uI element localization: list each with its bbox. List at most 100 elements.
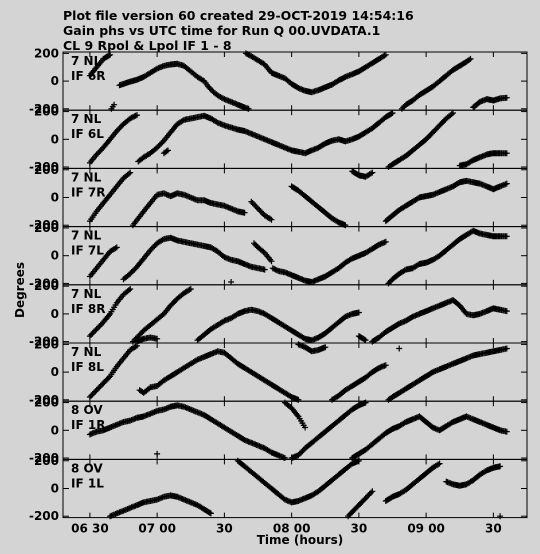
data-point [361, 336, 368, 343]
y-tick-label: 200 [34, 279, 59, 293]
panel-label-antenna: 7 NL [71, 287, 102, 301]
data-point [164, 147, 171, 154]
data-point [433, 125, 440, 132]
data-point [112, 245, 119, 252]
data-point [96, 384, 103, 391]
data-point [467, 55, 474, 62]
data-point [369, 488, 376, 495]
y-tick-label: 200 [34, 221, 59, 235]
y-tick-label: -200 [29, 393, 59, 407]
data-point [503, 233, 510, 240]
data-point [497, 463, 504, 470]
y-tick-label: 200 [34, 105, 59, 119]
data-point [125, 170, 132, 177]
data-point [125, 287, 132, 294]
data-point [281, 455, 288, 461]
y-tick-label: 0 [51, 191, 59, 205]
panel-label-if: IF 7L [71, 244, 104, 258]
data-point [355, 457, 362, 464]
data-point [187, 286, 194, 292]
y-axis-label: Degrees [13, 262, 27, 318]
data-point [228, 279, 235, 285]
y-tick-label: -200 [29, 160, 59, 174]
data-point [368, 170, 374, 177]
y-tick-label: 200 [34, 454, 59, 468]
y-tick-label: -200 [29, 509, 59, 523]
y-tick-label: 0 [51, 307, 59, 321]
panel-label-antenna: 7 NL [71, 345, 102, 359]
x-tick-label: 08 00 [273, 522, 311, 536]
header-line-3: CL 9 Rpol & Lpol IF 1 - 8 [63, 38, 232, 53]
data-point [355, 309, 362, 316]
data-point [503, 180, 510, 187]
data-point [382, 51, 389, 58]
data-point [369, 169, 376, 176]
plot-header: Plot file version 60 created 29-OCT-2019… [63, 8, 414, 53]
data-point [261, 266, 268, 273]
data-point [131, 113, 138, 120]
panel-label-antenna: 7 NL [71, 229, 102, 243]
panel-frame [62, 342, 528, 402]
x-tick-label: 30 [216, 522, 233, 536]
data-point [346, 511, 353, 518]
data-point [260, 248, 267, 255]
y-tick-label: -200 [29, 102, 59, 116]
data-point [448, 111, 455, 118]
data-point [113, 244, 120, 251]
panel-label-antenna: 7 NL [71, 170, 102, 184]
data-point [107, 51, 114, 58]
data-point [154, 335, 161, 342]
data-point [206, 509, 213, 516]
header-line-1: Plot file version 60 created 29-OCT-2019… [63, 8, 414, 23]
x-tick-label: 30 [351, 522, 368, 536]
data-point [106, 374, 112, 381]
data-point [88, 392, 95, 399]
data-point [116, 125, 123, 132]
data-point [127, 169, 134, 176]
y-tick-label: 0 [51, 249, 59, 263]
data-point [362, 399, 369, 406]
y-tick-label: 0 [51, 74, 59, 88]
data-point [503, 94, 510, 101]
x-tick-label: 30 [485, 522, 502, 536]
data-point [257, 208, 264, 215]
y-tick-label: -200 [29, 218, 59, 232]
data-point [362, 337, 369, 344]
data-point [224, 97, 231, 104]
data-point [503, 428, 510, 435]
data-point [294, 412, 301, 419]
data-point [179, 117, 186, 124]
data-point [295, 396, 302, 403]
data-point [302, 424, 309, 431]
data-point [163, 148, 170, 155]
data-point [382, 238, 389, 245]
data-point [382, 362, 389, 369]
data-point [466, 56, 473, 63]
data-point [342, 222, 349, 229]
panel-label-if: IF 1L [71, 476, 104, 490]
x-axis-ticks: 06 30 07 00 30 08 00 30 09 00 30 [71, 522, 502, 536]
data-point [272, 266, 279, 273]
y-tick-label: 200 [34, 46, 59, 60]
panel-label-antenna: 8 OV [71, 461, 103, 475]
y-tick-label: 0 [51, 423, 59, 437]
data-point [207, 510, 214, 517]
data-point [88, 331, 95, 338]
data-point [241, 209, 248, 216]
data-point [503, 150, 510, 157]
y-tick-label: -200 [29, 335, 59, 349]
panel-frame [62, 167, 528, 228]
data-point [396, 345, 403, 352]
x-tick-label: 07 00 [138, 522, 176, 536]
panel-label-antenna: 8 OV [71, 403, 103, 417]
data-point [322, 344, 329, 351]
y-tick-label: 200 [34, 396, 59, 410]
data-point [295, 452, 302, 459]
